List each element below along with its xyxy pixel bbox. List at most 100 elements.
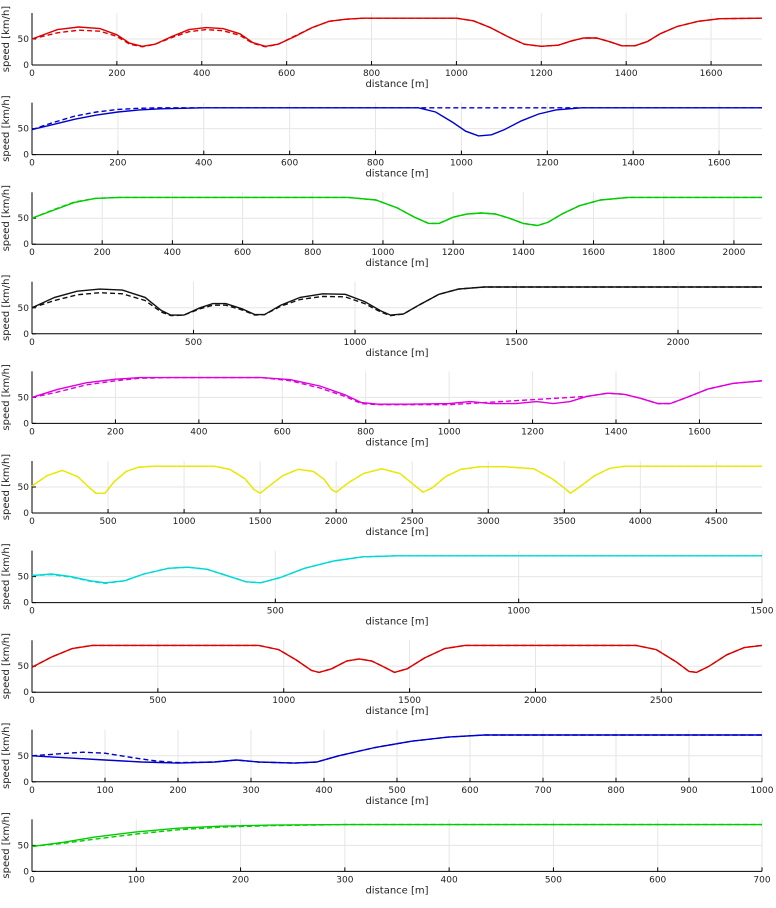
y-axis-label: speed [km/h] — [1, 633, 12, 700]
x-tick-label: 800 — [304, 248, 321, 258]
x-tick-label: 1000 — [450, 159, 473, 169]
x-tick-label: 600 — [461, 786, 478, 796]
reference-speed-line — [31, 17, 763, 48]
x-tick-label: 0 — [29, 517, 35, 527]
x-tick-label: 1000 — [445, 69, 468, 79]
x-tick-label: 1500 — [751, 607, 774, 617]
actual-speed-line — [31, 465, 762, 495]
y-axis-label: speed [km/h] — [1, 722, 12, 789]
reference-speed-line — [31, 555, 762, 585]
reference-speed-line — [31, 376, 763, 406]
y-tick-label: 0 — [23, 867, 29, 877]
x-tick-label: 1400 — [605, 427, 628, 437]
x-tick-label: 500 — [149, 696, 166, 706]
x-tick-label: 1600 — [688, 427, 711, 437]
x-axis-label: distance [m] — [365, 437, 428, 448]
x-tick-label: 600 — [649, 875, 666, 885]
x-tick-label: 1000 — [272, 696, 295, 706]
y-tick-label: 50 — [18, 214, 30, 224]
speed-chart-panel: 0 200 400 600 800 1000 1200 1400 1600 0 50 distance… — [1, 95, 762, 180]
x-tick-label: 800 — [607, 786, 624, 796]
reference-speed-line — [31, 734, 762, 764]
x-tick-label: 600 — [274, 427, 291, 437]
x-tick-label: 1200 — [442, 248, 465, 258]
actual-speed-line — [31, 196, 762, 227]
x-tick-label: 0 — [29, 338, 35, 348]
speed-chart-panel: 0 500 1000 1500 2000 2500 3000 3500 4000 4500 0 50 d… — [1, 454, 762, 538]
x-tick-label: 800 — [367, 159, 384, 169]
x-tick-label: 100 — [96, 786, 113, 796]
actual-speed-line — [31, 286, 762, 316]
x-tick-label: 700 — [534, 786, 551, 796]
x-tick-label: 0 — [29, 607, 35, 617]
y-axis-label: speed [km/h] — [1, 454, 12, 521]
x-tick-label: 0 — [29, 69, 35, 79]
x-tick-label: 1000 — [372, 248, 395, 258]
x-tick-label: 0 — [29, 875, 35, 885]
x-tick-label: 200 — [94, 248, 111, 258]
x-tick-label: 400 — [441, 875, 458, 885]
x-tick-label: 0 — [29, 427, 35, 437]
x-tick-label: 1600 — [582, 248, 605, 258]
x-tick-label: 1500 — [398, 696, 421, 706]
x-tick-label: 2500 — [401, 517, 424, 527]
y-tick-label: 50 — [18, 662, 30, 672]
x-tick-label: 2500 — [650, 696, 673, 706]
y-tick-label: 0 — [23, 778, 29, 788]
x-tick-label: 1200 — [521, 427, 544, 437]
x-tick-label: 1600 — [708, 159, 731, 169]
y-tick-label: 50 — [18, 573, 30, 583]
x-tick-label: 400 — [190, 427, 207, 437]
actual-speed-line — [31, 823, 762, 848]
y-tick-label: 50 — [18, 125, 30, 135]
x-tick-label: 1500 — [249, 517, 272, 527]
x-tick-label: 0 — [29, 159, 35, 169]
y-tick-label: 50 — [18, 35, 30, 45]
actual-speed-line — [31, 107, 762, 137]
speed-chart-panel: 0 200 400 600 800 1000 1200 1400 1600 0 50 distance… — [1, 364, 763, 448]
x-axis-label: distance [m] — [365, 258, 428, 269]
y-axis-label: speed [km/h] — [1, 812, 12, 879]
y-tick-label: 0 — [23, 419, 29, 429]
x-tick-label: 200 — [107, 427, 124, 437]
x-tick-label: 300 — [242, 786, 259, 796]
x-tick-label: 2000 — [325, 517, 348, 527]
x-tick-label: 2000 — [667, 338, 690, 348]
y-tick-label: 0 — [23, 240, 29, 250]
x-tick-label: 3500 — [553, 517, 576, 527]
x-tick-label: 1000 — [507, 607, 530, 617]
speed-chart-panel: 0 200 400 600 800 1000 1200 1400 1600 0 50 distance… — [1, 6, 763, 90]
x-tick-label: 1000 — [344, 338, 367, 348]
x-tick-label: 400 — [315, 786, 332, 796]
x-axis-label: distance [m] — [365, 617, 428, 628]
speed-chart-panel: 0 100 200 300 400 500 600 700 0 50 distance [m] spe… — [1, 812, 771, 896]
x-tick-label: 1400 — [622, 159, 645, 169]
x-axis-label: distance [m] — [365, 885, 428, 896]
x-tick-label: 500 — [545, 875, 562, 885]
x-tick-label: 100 — [128, 875, 145, 885]
x-tick-label: 2000 — [722, 248, 745, 258]
reference-speed-line — [31, 823, 762, 848]
x-tick-label: 600 — [278, 69, 295, 79]
x-tick-label: 500 — [99, 517, 116, 527]
x-tick-label: 3000 — [477, 517, 500, 527]
x-tick-label: 400 — [164, 248, 181, 258]
x-tick-label: 600 — [234, 248, 251, 258]
x-tick-label: 1000 — [173, 517, 196, 527]
x-tick-label: 4000 — [629, 517, 652, 527]
x-tick-label: 200 — [169, 786, 186, 796]
y-tick-label: 0 — [23, 688, 29, 698]
x-tick-label: 400 — [195, 159, 212, 169]
speed-chart-panel: 0 200 400 600 800 1000 1200 1400 1600 1800 2000 0 50… — [1, 185, 762, 269]
x-tick-label: 1000 — [438, 427, 461, 437]
x-tick-label: 1400 — [615, 69, 638, 79]
y-tick-label: 50 — [18, 841, 30, 851]
x-axis-label: distance [m] — [365, 169, 428, 180]
x-tick-label: 1500 — [505, 338, 528, 348]
speed-chart-panel: 0 500 1000 1500 2000 2500 0 50 distance [m] speed… — [1, 633, 763, 717]
x-axis-label: distance [m] — [365, 527, 428, 538]
x-tick-label: 400 — [193, 69, 210, 79]
x-axis-label: distance [m] — [365, 706, 428, 717]
y-tick-label: 0 — [23, 330, 29, 340]
y-tick-label: 50 — [18, 752, 30, 762]
